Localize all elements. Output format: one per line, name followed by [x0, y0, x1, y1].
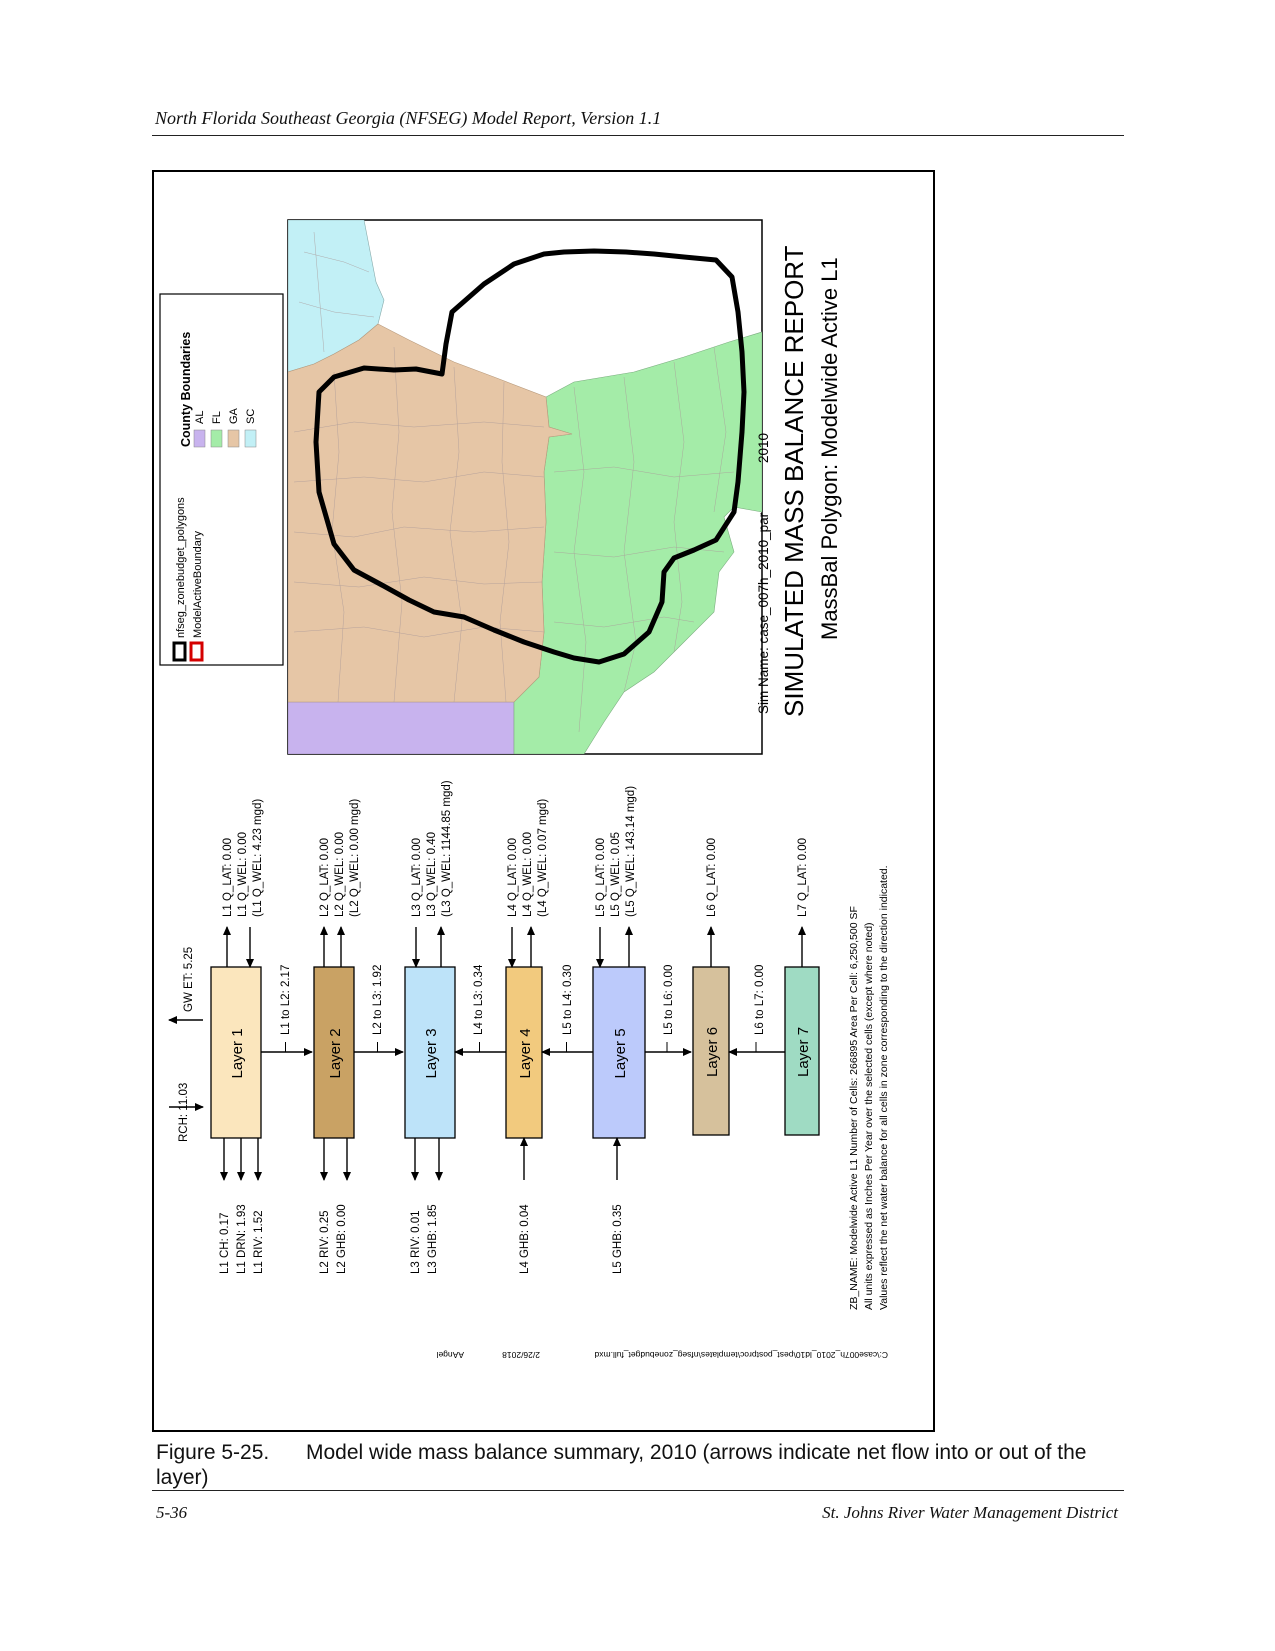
layer-7-label: Layer 7: [795, 1027, 812, 1077]
l5-bottom-label-1: L5 GHB: 0.35: [612, 1204, 624, 1274]
layer-5-box: [592, 966, 646, 1139]
l3-bottom-label-2: L3 GHB: 1.85: [427, 1204, 439, 1274]
legend-swatch-al: [193, 429, 206, 448]
figure-svg: nfseg_zonebudget_polygons ModelActiveBou…: [159, 219, 890, 1360]
l2-bottom-label-1: L2 RIV: 0.25: [319, 1210, 331, 1274]
l5-top-label-1: L5 Q_LAT: 0.00: [595, 838, 607, 917]
l2-bottom-label-2: L2 GHB: 0.00: [336, 1204, 348, 1274]
report-title: SIMULATED MASS BALANCE REPORT: [779, 245, 809, 717]
l6-top-label-1: L6 Q_LAT: 0.00: [706, 838, 718, 917]
file-date: 2/26/2018: [502, 1350, 540, 1360]
layer-7-box: [784, 966, 820, 1136]
between-label-1: L1 to L2: 2.17: [280, 965, 292, 1035]
l3-top-label-1: L3 Q_LAT: 0.00: [411, 838, 423, 917]
l1-bottom-label-1: L1 CH: 0.17: [219, 1213, 231, 1274]
title-block: Sim Name: case_007h_2010_par 2010 SIMULA…: [756, 245, 842, 717]
legend-label-ga: GA: [228, 407, 240, 424]
legend-swatch-sc: [244, 429, 257, 448]
l2-top-label-2: L2 Q_WEL: 0.00: [334, 832, 346, 917]
header-rule: [152, 135, 1124, 136]
layer-1-label: Layer 1: [229, 1028, 246, 1078]
legend-swatch-ga: [227, 429, 240, 448]
legend-item-active-boundary: ModelActiveBoundary: [192, 530, 204, 638]
page-number: 5-36: [156, 1503, 188, 1522]
ga-region: [288, 323, 573, 703]
legend-label-fl: FL: [211, 411, 223, 424]
legend-box: nfseg_zonebudget_polygons ModelActiveBou…: [159, 293, 284, 666]
l3-bottom-label-1: L3 RIV: 0.01: [410, 1210, 422, 1274]
between-label-2: L2 to L3: 1.92: [372, 965, 384, 1035]
legend-swatch-fl: [210, 429, 223, 448]
l3-top-label-2: L3 Q_WEL: 0.40: [426, 832, 438, 917]
layer-5-label: Layer 5: [612, 1028, 629, 1078]
l4-top-label-3: (L4 Q_WEL: 0.07 mgd): [537, 799, 549, 917]
layer-4-label: Layer 4: [517, 1028, 534, 1078]
file-user: AAngel: [436, 1350, 464, 1360]
note-net-balance: Values reflect the net water balance for…: [878, 865, 890, 1310]
figure-caption: Figure 5-25. Model wide mass balance summ…: [156, 1440, 1116, 1490]
report-subtitle: MassBal Polygon: Modelwide Active L1: [817, 257, 842, 640]
legend-label-al: AL: [194, 411, 206, 424]
l5-top-label-3: (L5 Q_WEL: 143.14 mgd): [625, 786, 637, 917]
legend-states: AL FL GA SC: [193, 407, 257, 448]
footer-rule: [152, 1490, 1124, 1491]
report-header: North Florida Southeast Georgia (NFSEG) …: [155, 108, 662, 128]
l5-top-label-2: L5 Q_WEL: 0.05: [610, 832, 622, 917]
between-label-6: L6 to L7: 0.00: [754, 965, 766, 1035]
layer-3-box: [404, 966, 456, 1139]
l1-bottom-label-2: L1 DRN: 1.93: [236, 1204, 248, 1274]
l1-top-label-2: L1 Q_WEL: 0.00: [237, 832, 249, 917]
l3-top-label-3: (L3 Q_WEL: 1144.85 mgd): [441, 780, 453, 917]
layer-3-label: Layer 3: [423, 1028, 440, 1078]
layer-1-box: [210, 966, 262, 1139]
footer-org: St. Johns River Water Management Distric…: [822, 1503, 1118, 1522]
legend-group-title: County Boundaries: [179, 332, 193, 447]
legend-label-sc: SC: [245, 409, 257, 424]
between-label-3: L4 to L3: 0.34: [473, 964, 485, 1035]
rch-label: RCH: 11.03: [178, 1083, 190, 1142]
file-path: C:\case007h_2010_ld10\pest_postproc\temp…: [594, 1350, 888, 1360]
l7-top-label-1: L7 Q_LAT: 0.00: [797, 838, 809, 917]
between-label-4: L5 to L4: 0.30: [562, 965, 574, 1035]
model-boundary-polygon: [313, 248, 747, 665]
gwet-label: GW ET: 5.25: [183, 947, 195, 1012]
layer-6-box: [692, 966, 730, 1136]
l2-top-label-3: (L2 Q_WEL: 0.00 mgd): [349, 799, 361, 917]
caption-text: Model wide mass balance summary, 2010 (a…: [156, 1441, 1087, 1489]
file-info: C:\case007h_2010_ld10\pest_postproc\temp…: [436, 1350, 888, 1360]
l1-top-label-3: (L1 Q_WEL: 4.23 mgd): [252, 799, 264, 917]
l4-top-label-2: L4 Q_WEL: 0.00: [522, 832, 534, 917]
layer-6-label: Layer 6: [704, 1027, 721, 1077]
note-units: All units expressed as Inches Per Year o…: [863, 922, 875, 1310]
zonebudget-polygon-swatch: [172, 641, 187, 662]
mass-balance-diagram: Layer 1 Layer 2 Layer 3 Layer 4 Layer 5 Layer…: [168, 780, 820, 1274]
note-zone-info: ZB_NAME: Modelwide Active L1 Number of C…: [848, 906, 860, 1310]
l4-bottom-label-1: L4 GHB: 0.04: [519, 1204, 531, 1274]
active-boundary-swatch: [189, 641, 204, 662]
notes-block: ZB_NAME: Modelwide Active L1 Number of C…: [848, 865, 890, 1310]
sim-year: 2010: [756, 433, 771, 463]
between-label-5: L5 to L6: 0.00: [663, 965, 675, 1035]
l4-top-label-1: L4 Q_LAT: 0.00: [507, 838, 519, 917]
l2-top-label-1: L2 Q_LAT: 0.00: [319, 838, 331, 917]
caption-label: Figure 5-25.: [156, 1441, 270, 1464]
sim-name: Sim Name: case_007h_2010_par: [756, 512, 771, 714]
al-region: [288, 701, 515, 754]
legend-item-zonebudget: nfseg_zonebudget_polygons: [175, 497, 187, 638]
l1-bottom-label-3: L1 RIV: 1.52: [253, 1210, 265, 1274]
layer-2-label: Layer 2: [327, 1028, 344, 1078]
figure-panel: nfseg_zonebudget_polygons ModelActiveBou…: [152, 170, 935, 1432]
map-frame: [287, 219, 763, 755]
l1-top-label-1: L1 Q_LAT: 0.00: [222, 838, 234, 917]
